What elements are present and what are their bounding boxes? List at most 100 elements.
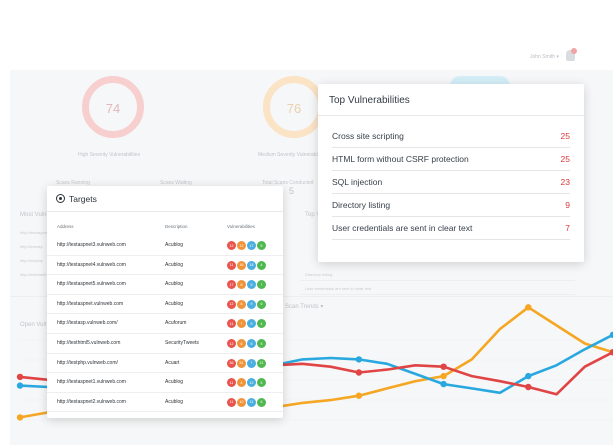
trend-point: [440, 380, 447, 388]
section-scan-trends[interactable]: Scan Trends ▾: [285, 304, 324, 310]
target-row[interactable]: http://testasp.vulnweb.com/Acuforum 11 7 9 4: [47, 314, 283, 334]
bg-target-1: http://testaspnet: [20, 230, 49, 235]
vulnerability-badge: 12: [227, 299, 236, 309]
vulnerability-badge: 5: [257, 378, 266, 388]
vulnerability-badge: 11: [227, 260, 236, 270]
target-address[interactable]: http://testaspnet.vulnweb.com: [57, 300, 124, 307]
high-severity-caption: High Severity Vulnerabilities: [78, 152, 141, 158]
vulnerability-badge: 18: [247, 260, 256, 270]
vulnerability-row[interactable]: HTML form without CSRF protection 25: [332, 148, 570, 171]
bg-target-3: http://testphp: [20, 258, 44, 263]
high-severity-ring: [82, 76, 144, 138]
vulnerability-badge: 12: [227, 241, 236, 250]
vulnerability-badges: 11 16 18 4: [227, 260, 267, 270]
vulnerability-badges: 17 8 9 7: [227, 280, 267, 290]
stat-scans-waiting: Scans Waiting: [160, 180, 192, 186]
target-address[interactable]: http://testasp.vulnweb.com/: [57, 320, 118, 327]
vulnerability-badge: 5: [257, 339, 266, 348]
bg-vuln-row-1: Directory listing: [305, 272, 333, 277]
vulnerability-name: Directory listing: [332, 200, 391, 210]
vulnerability-badge: 9: [247, 299, 256, 309]
vulnerability-badge: 36: [227, 358, 236, 368]
target-row[interactable]: http://testaspnet.vulnweb.com Acublog 12 6 9…: [47, 295, 283, 315]
trend-point: [525, 304, 532, 311]
target-row[interactable]: http://testaspnet1.vulnweb.com Acublog 11 4…: [47, 373, 283, 393]
vulnerability-row[interactable]: SQL injection 23: [332, 171, 570, 194]
vulnerability-name: HTML form without CSRF protection: [332, 154, 469, 164]
vulnerability-badge: 7: [237, 319, 246, 329]
trend-point: [355, 356, 363, 363]
target-row[interactable]: http://testaspnet4.vulnweb.com Acublog 11 1…: [47, 256, 283, 276]
vulnerability-badge: 6: [257, 299, 266, 309]
target-address[interactable]: http://testaspnet1.vulnweb.com: [57, 379, 126, 386]
trend-point: [525, 383, 532, 391]
bg-vuln-row-2: User credentials are sent in clear text: [305, 286, 372, 291]
medium-severity-caption: Medium Severity Vulnerabilities: [258, 152, 328, 158]
vulnerability-badges: 11 10 11 6: [227, 397, 267, 407]
vulnerability-badge: 21: [257, 358, 266, 368]
divider: [10, 296, 613, 297]
target-address[interactable]: http://testaspnet4.vulnweb.com: [57, 261, 126, 268]
target-description: Acublog: [165, 261, 184, 268]
trend-point: [16, 373, 24, 381]
vulnerability-badge: 5: [257, 241, 266, 250]
vulnerability-row[interactable]: User credentials are sent in clear text 7: [332, 217, 570, 240]
vulnerability-badge: 6: [237, 299, 246, 309]
vulnerability-count: 25: [560, 154, 570, 164]
target-row[interactable]: http://testphp.vulnweb.com/Acuart 36 51 7 21: [47, 354, 283, 374]
divider: [300, 294, 575, 295]
vulnerability-badge: 6: [237, 339, 246, 348]
target-address[interactable]: http://testaspnet2.vulnweb.com: [57, 398, 126, 405]
stat-scans-running: Scans Running: [56, 180, 90, 186]
user-menu[interactable]: John Smith ▾: [530, 54, 559, 60]
vulnerability-badge: 7: [247, 358, 256, 368]
target-address[interactable]: http://testaspnet5.vulnweb.com: [57, 281, 126, 288]
targets-header: Targets: [47, 186, 283, 212]
trend-point: [16, 382, 24, 389]
divider: [318, 115, 584, 116]
vulnerability-badges: 12 6 9 6: [227, 299, 267, 309]
column-description: Description: [165, 224, 188, 229]
target-row[interactable]: http://testaspnet2.vulnweb.com Acublog 11 1…: [47, 393, 283, 413]
vulnerability-badges: 11 7 9 4: [227, 319, 267, 329]
target-address[interactable]: http://testphp.vulnweb.com/: [57, 359, 118, 366]
section-open-vulns: Open Vulnerabilities: [20, 322, 73, 328]
trend-point: [609, 331, 613, 338]
target-row[interactable]: http://testhtml5.vulnweb.com SecurityTwee…: [47, 334, 283, 354]
vulnerability-row[interactable]: Cross site scripting 25: [332, 125, 570, 148]
vulnerability-name: Cross site scripting: [332, 131, 404, 141]
notification-dot: [571, 48, 577, 54]
target-description: SecurityTweets: [165, 340, 199, 346]
vulnerability-row[interactable]: Directory listing 9: [332, 194, 570, 217]
vulnerability-badge: 5: [247, 339, 256, 348]
targets-card: Targets Address Description Vulnerabilit…: [47, 186, 283, 418]
trend-point: [16, 414, 24, 421]
vulnerability-count: 9: [565, 200, 570, 210]
top-vulnerabilities-title: Top Vulnerabilities: [329, 95, 410, 106]
vulnerability-count: 7: [565, 223, 570, 233]
bell-icon[interactable]: [566, 50, 575, 61]
vulnerability-badge: 11: [227, 378, 236, 388]
medium-severity-count: 76: [286, 101, 302, 116]
vulnerability-badge: 11: [227, 397, 236, 407]
top-vulnerabilities-card: Top Vulnerabilities Cross site scripting…: [318, 84, 584, 262]
vulnerability-badge: 9: [247, 319, 256, 329]
vulnerability-badge: 11: [247, 397, 256, 407]
target-description: Acublog: [165, 242, 184, 248]
bg-target-4: http://testhtml5: [20, 272, 47, 277]
target-address[interactable]: http://testhtml5.vulnweb.com: [57, 340, 121, 346]
vulnerability-badge: 9: [247, 280, 256, 290]
divider: [300, 280, 575, 281]
vulnerability-badge: 7: [257, 280, 266, 290]
vulnerability-name: User credentials are sent in clear text: [332, 223, 473, 233]
target-row[interactable]: http://testaspnet5.vulnweb.com Acublog 17 8…: [47, 275, 283, 295]
stat-total-scans: Total Scans Conducted: [262, 180, 314, 186]
vulnerability-count: 23: [560, 177, 570, 187]
target-address[interactable]: http://testaspnet3.vulnweb.com: [57, 242, 126, 248]
vulnerability-badge: 17: [227, 280, 236, 290]
target-description: Acublog: [165, 398, 184, 405]
target-row[interactable]: http://testaspnet3.vulnweb.com Acublog 12 1…: [47, 236, 283, 256]
vulnerability-badge: 12: [237, 241, 246, 250]
vulnerability-badge: 8: [237, 280, 246, 290]
vulnerability-badge: 12: [227, 339, 236, 348]
